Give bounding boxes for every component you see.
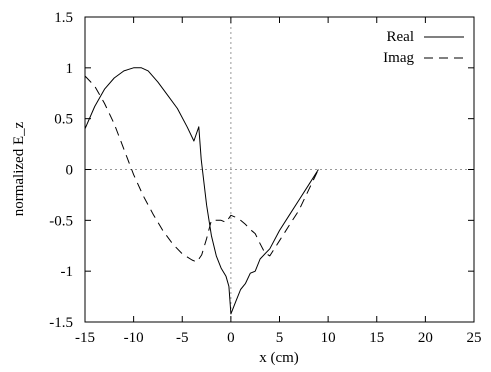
series-layer	[84, 67, 319, 315]
x-tick-label: 15	[369, 330, 384, 346]
series-line-real	[84, 67, 319, 315]
y-tick-label: 1	[66, 61, 74, 77]
x-tick-label: -10	[124, 330, 144, 346]
x-axis-ticks: -15 -10 -5 0 5 10 15 20 25	[75, 17, 482, 346]
series-line-imag	[84, 75, 319, 263]
legend-label-imag: Imag	[383, 50, 414, 66]
y-tick-label: 0.5	[54, 112, 73, 128]
x-axis-label: x (cm)	[259, 350, 299, 366]
plot-area: -15 -10 -5 0 5 10 15 20 25 -1.5 -1 -0.5 0 0.5 1 1.5	[49, 10, 481, 346]
y-axis-label: normalized E_z	[11, 121, 27, 216]
x-tick-label: 20	[418, 330, 433, 346]
x-tick-label: -5	[176, 330, 189, 346]
y-axis-ticks: -1.5 -1 -0.5 0 0.5 1 1.5	[49, 10, 474, 331]
y-tick-label: 0	[66, 163, 74, 179]
legend: Real Imag	[383, 29, 464, 66]
x-tick-label: 0	[227, 330, 235, 346]
x-tick-label: 10	[321, 330, 336, 346]
y-tick-label: -0.5	[49, 213, 73, 229]
y-tick-label: -1.5	[49, 315, 73, 331]
legend-label-real: Real	[387, 29, 415, 45]
x-tick-label: 5	[276, 330, 284, 346]
x-tick-label: 25	[467, 330, 482, 346]
y-tick-label: -1	[61, 264, 74, 280]
y-tick-label: 1.5	[54, 10, 73, 26]
x-tick-label: -15	[75, 330, 95, 346]
